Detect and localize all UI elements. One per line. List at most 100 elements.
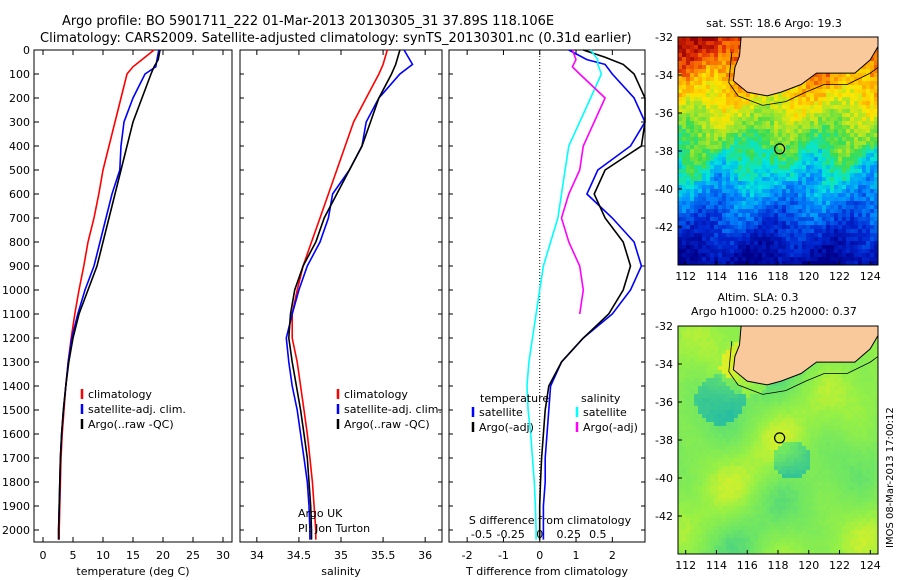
sst-cell (726, 189, 731, 194)
sla-cell (778, 414, 783, 419)
sla-cell (706, 450, 711, 455)
sst-cell (830, 157, 835, 162)
sla-cell (714, 414, 719, 419)
sst-cell (778, 253, 783, 258)
sla-cell (810, 446, 815, 451)
difference-legend-group: temperature (480, 392, 549, 405)
sla-cell (814, 382, 819, 387)
sst-cell (678, 77, 683, 82)
sst-cell (762, 217, 767, 222)
sst-cell (866, 149, 871, 154)
sla-cell (734, 474, 739, 479)
sla-cell (710, 374, 715, 379)
sla-cell (818, 390, 823, 395)
sst-cell (854, 121, 859, 126)
sst-cell (830, 225, 835, 230)
sst-cell (818, 157, 823, 162)
sst-cell (710, 101, 715, 106)
sla-cell (694, 398, 699, 403)
sla-cell (690, 326, 695, 331)
sst-cell (810, 225, 815, 230)
sla-cell (698, 402, 703, 407)
sst-cell (718, 261, 723, 265)
sst-cell (730, 65, 735, 70)
sla-cell (678, 354, 683, 359)
sla-cell (862, 466, 867, 471)
sla-cell (698, 450, 703, 455)
sst-cell (782, 217, 787, 222)
sst-cell (750, 241, 755, 246)
sst-cell (866, 101, 871, 106)
sla-cell (774, 418, 779, 423)
sst-cell (738, 105, 743, 110)
sst-cell (798, 165, 803, 170)
sla-cell (766, 474, 771, 479)
sst-cell (766, 201, 771, 206)
sla-cell (818, 426, 823, 431)
sla-cell (770, 406, 775, 411)
sst-cell (706, 61, 711, 66)
sst-cell (814, 165, 819, 170)
sst-cell (746, 117, 751, 122)
temperature-ytick-label: 800 (9, 236, 30, 249)
sst-cell (758, 145, 763, 150)
sla-cell (694, 474, 699, 479)
sst-cell (726, 157, 731, 162)
sla-cell (698, 366, 703, 371)
sst-cell (686, 109, 691, 114)
sst-cell (702, 117, 707, 122)
sst-cell (734, 165, 739, 170)
sst-cell (678, 125, 683, 130)
sst-cell (690, 85, 695, 90)
temperature-ytick-label: 1500 (2, 404, 30, 417)
sla-cell (722, 350, 727, 355)
sst-cell (810, 261, 815, 265)
sla-cell (818, 446, 823, 451)
sla-cell (722, 474, 727, 479)
sla-cell (734, 426, 739, 431)
sst-cell (710, 97, 715, 102)
sst-cell (706, 133, 711, 138)
sst-cell (774, 173, 779, 178)
sst-cell (678, 205, 683, 210)
sst-cell (870, 241, 875, 246)
sst-cell (866, 197, 871, 202)
sst-cell (814, 121, 819, 126)
sst-cell (866, 157, 871, 162)
sst-cell (746, 245, 751, 250)
sla-cell (714, 382, 719, 387)
sst-cell (754, 185, 759, 190)
sst-cell (734, 153, 739, 158)
sst-cell (802, 133, 807, 138)
sst-cell (850, 189, 855, 194)
sst-cell (850, 133, 855, 138)
sst-cell (734, 181, 739, 186)
sla-cell (694, 330, 699, 335)
sst-cell (738, 221, 743, 226)
sst-cell (830, 193, 835, 198)
sst-cell (746, 201, 751, 206)
sst-cell (730, 185, 735, 190)
sst-cell (834, 205, 839, 210)
sst-cell (762, 193, 767, 198)
sst-cell (706, 169, 711, 174)
sst-cell (702, 145, 707, 150)
sst-cell (834, 77, 839, 82)
sla-cell (802, 410, 807, 415)
sla-cell (706, 430, 711, 435)
sst-cell (682, 209, 687, 214)
sst-cell (746, 217, 751, 222)
sst-cell (746, 121, 751, 126)
sla-cell (774, 394, 779, 399)
sla-cell (750, 382, 755, 387)
sst-cell (762, 133, 767, 138)
sst-cell (694, 101, 699, 106)
sst-cell (770, 145, 775, 150)
sla-cell (766, 414, 771, 419)
sst-cell (794, 225, 799, 230)
sst-cell (802, 101, 807, 106)
sst-cell (702, 133, 707, 138)
sla-cell (766, 406, 771, 411)
sla-cell (766, 398, 771, 403)
sst-cell (706, 201, 711, 206)
